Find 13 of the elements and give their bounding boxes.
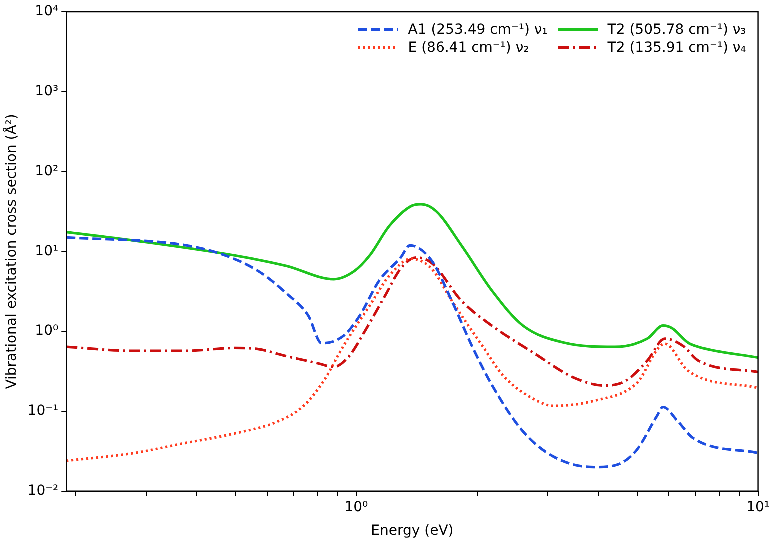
legend-label: A1 (253.49 cm⁻¹) ν₁ (408, 22, 548, 38)
y-tick-label: 10¹ (35, 243, 59, 260)
y-tick-label: 10⁻¹ (28, 403, 59, 420)
y-tick-label: 10² (35, 163, 59, 180)
y-tick-label: 10⁰ (35, 323, 59, 340)
y-axis-title: Vibrational excitation cross section (Å²) (3, 114, 20, 390)
legend-label: T2 (505.78 cm⁻¹) ν₃ (608, 22, 746, 38)
legend-label: E (86.41 cm⁻¹) ν₂ (408, 40, 530, 56)
y-tick-label: 10⁻² (28, 483, 59, 500)
y-tick-label: 10⁴ (35, 4, 59, 20)
x-axis-title: Energy (eV) (371, 523, 454, 540)
y-tick-label: 10³ (35, 84, 59, 100)
legend-label: T2 (135.91 cm⁻¹) ν₄ (608, 40, 746, 56)
